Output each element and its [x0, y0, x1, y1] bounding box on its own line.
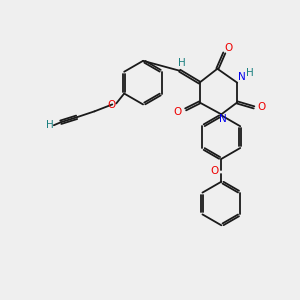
- Text: H: H: [178, 58, 186, 68]
- Text: H: H: [46, 120, 54, 130]
- Text: O: O: [174, 107, 182, 117]
- Text: O: O: [224, 43, 232, 53]
- Text: O: O: [210, 166, 218, 176]
- Text: H: H: [246, 68, 254, 78]
- Text: O: O: [258, 102, 266, 112]
- Text: O: O: [107, 100, 116, 110]
- Text: N: N: [238, 72, 246, 82]
- Text: N: N: [219, 114, 227, 124]
